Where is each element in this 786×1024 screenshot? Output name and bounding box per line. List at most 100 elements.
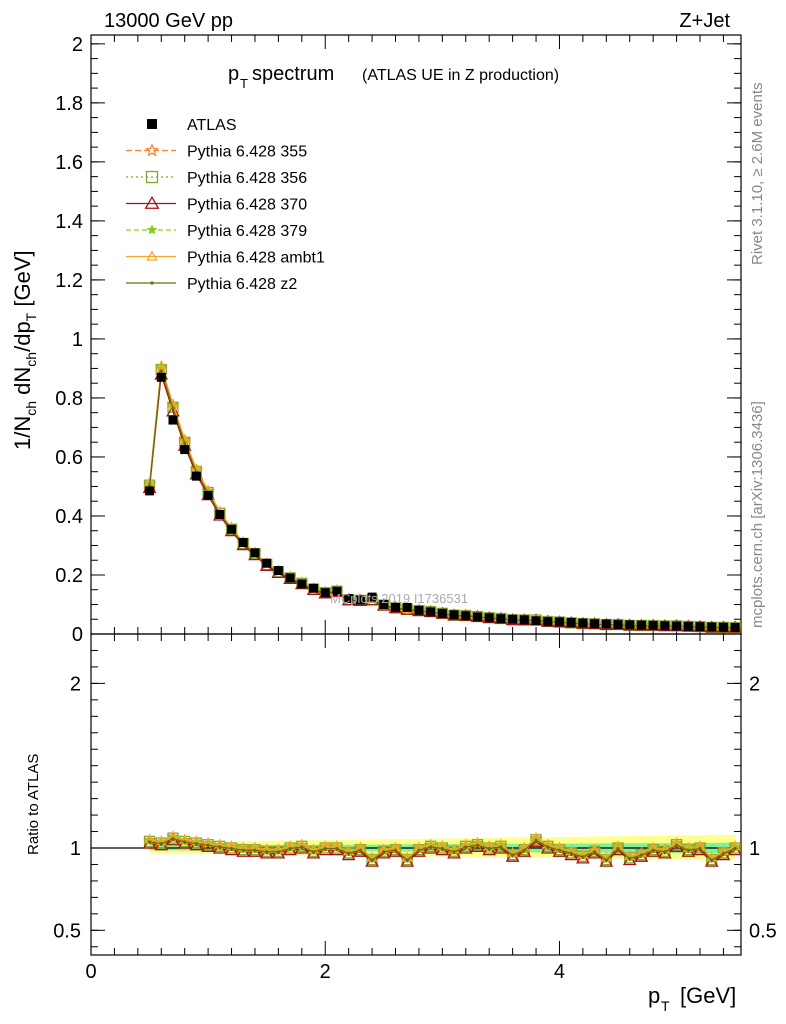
- ratio-series-point: [511, 853, 515, 857]
- ratio-series-point: [663, 850, 667, 854]
- atlas-point: [285, 573, 295, 583]
- ratio-series-point: [733, 846, 737, 851]
- ratio-series-point: [651, 848, 655, 852]
- ratio-series-point: [569, 851, 573, 856]
- ratio-series-point: [358, 848, 362, 852]
- atlas-point: [191, 471, 201, 481]
- ratio-series-point: [452, 850, 456, 854]
- atlas-point: [215, 509, 225, 519]
- y-axis-label-ratio: Ratio to ATLAS: [25, 754, 42, 855]
- ratio-series-point: [194, 842, 199, 846]
- atlas-point: [554, 617, 564, 627]
- atlas-point: [250, 548, 260, 558]
- atlas-point: [613, 620, 623, 630]
- y-tick-label: 1: [72, 329, 83, 351]
- atlas-point: [168, 415, 178, 425]
- ratio-series-point: [229, 846, 234, 851]
- x-tick-label: 4: [554, 961, 565, 983]
- atlas-point: [449, 610, 459, 620]
- atlas-point: [625, 620, 635, 630]
- title-p: p: [228, 63, 239, 85]
- svg-text:1/Nch dNch/dpT [GeV]: 1/Nch dNch/dpT [GeV]: [10, 250, 39, 450]
- atlas-point: [180, 445, 190, 455]
- rivet-label: Rivet 3.1.10, ≥ 2.6M events: [749, 83, 766, 266]
- ratio-series-point: [628, 856, 632, 861]
- ratio-y-tick-label-right: 2: [749, 673, 760, 695]
- title-spectrum: spectrum: [252, 63, 334, 85]
- atlas-point: [344, 594, 354, 604]
- plot-title: p T spectrum (ATLAS UE in Z production): [228, 63, 559, 91]
- atlas-point: [636, 620, 646, 630]
- header-right: Z+Jet: [679, 10, 730, 32]
- ratio-series-point: [253, 848, 257, 852]
- atlas-point: [320, 588, 330, 598]
- series-point: [159, 369, 163, 373]
- ratio-series-point: [440, 846, 444, 851]
- atlas-point: [578, 618, 588, 628]
- x-tick-label: 2: [320, 961, 331, 983]
- y-tick-label: 1.2: [55, 270, 83, 292]
- ratio-series-point: [593, 850, 597, 854]
- atlas-point: [496, 614, 506, 624]
- series-point: [171, 406, 175, 410]
- ratio-series-point: [370, 858, 374, 862]
- ratio-series-point: [147, 840, 152, 844]
- atlas-point: [683, 621, 693, 631]
- atlas-point: [660, 621, 670, 631]
- ratio-y-tick-label: 1: [70, 838, 81, 860]
- atlas-point: [695, 622, 705, 632]
- atlas-point: [519, 615, 529, 625]
- legend-marker: [145, 143, 159, 157]
- ratio-series-point: [218, 845, 222, 849]
- atlas-point: [238, 538, 248, 548]
- atlas-point: [203, 490, 213, 500]
- ratio-y-tick-label: 2: [70, 673, 81, 695]
- ratio-series-point: [382, 850, 386, 854]
- ratio-series-point: [311, 850, 316, 854]
- ratio-series-point: [604, 858, 608, 862]
- ratio-series-point: [674, 843, 679, 847]
- ratio-series-point: [206, 843, 210, 847]
- title-paren: (ATLAS UE in Z production): [362, 67, 559, 84]
- atlas-point: [414, 605, 424, 615]
- atlas-point: [379, 599, 389, 609]
- series-line: [148, 374, 736, 629]
- header-left: 13000 GeV pp: [104, 10, 233, 32]
- ratio-series-point: [534, 838, 538, 842]
- atlas-point: [437, 608, 447, 618]
- atlas-point: [648, 620, 658, 630]
- ratio-series-point: [721, 851, 726, 856]
- y-tick-label: 0: [72, 624, 83, 646]
- atlas-point: [566, 617, 576, 627]
- legend-label: ATLAS: [187, 117, 237, 134]
- title-p-sub: T: [240, 76, 248, 91]
- ratio-series-point: [639, 853, 644, 857]
- ratio-series-point: [323, 846, 327, 851]
- atlas-point: [145, 486, 155, 496]
- ratio-series-point: [159, 842, 163, 846]
- legend-label: Pythia 6.428 356: [187, 170, 307, 187]
- ratio-y-tick-label-right: 1: [749, 838, 760, 860]
- ratio-series-point: [686, 848, 690, 852]
- atlas-point: [309, 583, 319, 593]
- atlas-point: [730, 623, 740, 633]
- ratio-series-point: [183, 840, 187, 844]
- atlas-point: [156, 372, 166, 382]
- legend: ATLAS Pythia 6.428 355 Pythia 6.428 356 Pyt…: [126, 117, 325, 293]
- spectrum-panel: 0 0.2 0.4 0.6 0.8 1 1.2 1.4 1.6 1.8 2: [55, 34, 743, 646]
- ratio-series-point: [581, 855, 585, 859]
- y-tick-label: 0.2: [55, 565, 83, 587]
- y-tick-label: 0.8: [55, 388, 83, 410]
- atlas-point: [472, 612, 482, 622]
- legend-marker: [147, 119, 157, 129]
- ratio-series-point: [393, 848, 398, 852]
- ratio-series-point: [616, 846, 620, 851]
- ratio-series-point: [710, 858, 714, 862]
- ratio-series-point: [171, 837, 175, 841]
- legend-marker: [146, 250, 158, 261]
- atlas-point: [718, 622, 728, 632]
- series-point: [155, 360, 167, 370]
- ratio-series-point: [464, 845, 468, 849]
- y-tick-label: 2: [72, 34, 83, 56]
- atlas-point: [508, 614, 518, 624]
